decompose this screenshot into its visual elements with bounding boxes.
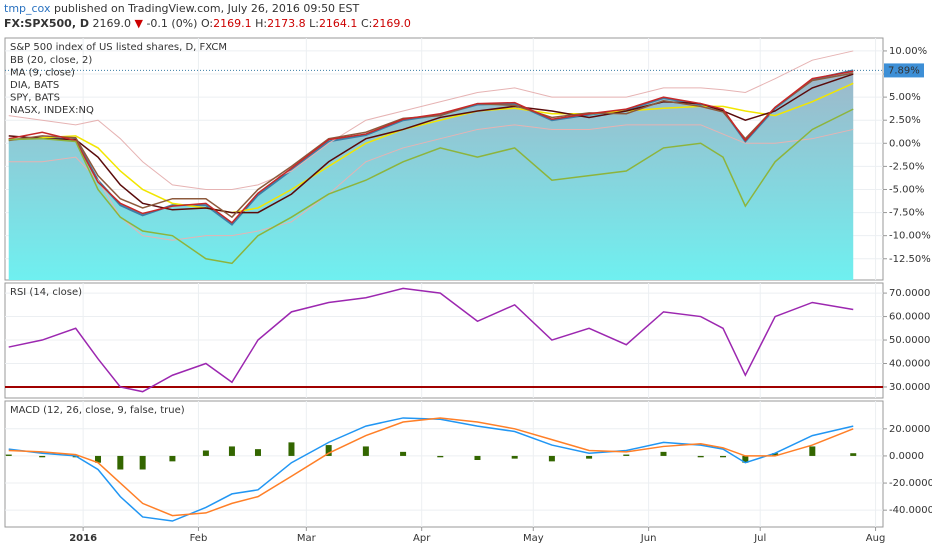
x-tick-label: Feb: [190, 533, 208, 544]
x-tick-label: Apr: [413, 533, 431, 544]
symbol: FX:SPX500, D: [4, 17, 89, 30]
y-tick-label: 70.0000: [889, 288, 930, 299]
y-tick-label: 0.0000: [889, 451, 924, 462]
low-label: L:: [309, 17, 319, 30]
header-line: tmp_cox published on TradingView.com, Ju…: [4, 2, 359, 15]
histogram-bar: [772, 453, 779, 456]
histogram-bar: [720, 455, 727, 458]
legend-entry: BB (20, close, 2): [10, 55, 92, 66]
x-tick-label: Jul: [753, 533, 766, 544]
author[interactable]: tmp_cox: [4, 2, 51, 15]
pane-title: S&P 500 index of US listed shares, D, FX…: [10, 42, 227, 53]
y-tick-label: -40.0000: [889, 505, 932, 516]
histogram-bar: [202, 450, 209, 456]
band-line: [8, 50, 854, 190]
published: published on TradingView.com, July 26, 2…: [54, 2, 360, 15]
quote-line: FX:SPX500, D 2169.0 ▼ -0.1 (0%) O:2169.1…: [4, 17, 411, 30]
histogram-bar: [548, 455, 555, 462]
open-label: O:: [201, 17, 213, 30]
series-line: [8, 108, 854, 265]
y-tick-label: 10.00%: [889, 46, 927, 57]
y-tick-label: 2.50%: [889, 115, 921, 126]
series-line: [8, 417, 854, 517]
y-tick-label: 50.0000: [889, 335, 930, 346]
y-tick-label: 30.0000: [889, 382, 930, 393]
high-label: H:: [255, 17, 267, 30]
series-line: [8, 70, 854, 224]
last: 2169.0: [92, 17, 131, 30]
x-tick-label: Jun: [640, 533, 657, 544]
histogram-bar: [586, 455, 593, 459]
histogram-bar: [117, 455, 124, 470]
area-fill: [8, 70, 854, 280]
legend-entry: DIA, BATS: [10, 80, 59, 91]
pane-title: RSI (14, close): [10, 287, 82, 298]
histogram-bar: [39, 455, 46, 458]
histogram-bar: [169, 455, 176, 462]
histogram-bar: [95, 455, 102, 463]
histogram-bar: [5, 454, 12, 456]
pane-title: MACD (12, 26, close, 9, false, true): [10, 405, 185, 416]
low: 2164.1: [319, 17, 358, 30]
histogram-bar: [697, 455, 704, 458]
histogram-bar: [139, 455, 146, 470]
histogram-bar: [228, 446, 235, 456]
x-tick-label: May: [523, 533, 544, 544]
histogram-bar: [400, 451, 407, 456]
direction: ▼: [134, 17, 143, 30]
histogram-bar: [742, 455, 749, 463]
y-tick-label: -5.00%: [889, 184, 924, 195]
last-value-box: [884, 63, 924, 78]
y-tick-label: 20.0000: [889, 424, 930, 435]
pane-frame: [4, 400, 884, 528]
legend-entry: NASX, INDEX:NQ: [10, 105, 94, 116]
x-tick-label: Mar: [297, 533, 317, 544]
series-line: [8, 417, 854, 522]
y-tick-label: 5.00%: [889, 92, 921, 103]
band-line: [8, 124, 854, 241]
close: 2169.0: [372, 17, 411, 30]
y-tick-label: -2.50%: [889, 161, 924, 172]
histogram-bar: [809, 446, 816, 456]
open: 2169.1: [213, 17, 252, 30]
x-tick-label: 2016: [69, 533, 97, 544]
legend-entry: MA (9, close): [10, 68, 75, 79]
y-tick-label: 60.0000: [889, 312, 930, 323]
histogram-bar: [474, 455, 481, 460]
histogram-bar: [362, 446, 369, 456]
histogram-bar: [437, 455, 444, 458]
y-tick-label: -12.50%: [889, 254, 931, 265]
series-line: [8, 73, 854, 214]
series-line: [8, 287, 854, 393]
high: 2173.8: [267, 17, 306, 30]
close-label: C:: [361, 17, 372, 30]
histogram-bar: [288, 442, 295, 456]
histogram-bar: [254, 449, 261, 456]
y-tick-label: -10.00%: [889, 231, 931, 242]
y-tick-label: -7.50%: [889, 208, 924, 219]
x-tick-label: Aug: [866, 533, 886, 544]
histogram-bar: [325, 445, 332, 456]
histogram-bar: [511, 455, 518, 459]
histogram-bar: [850, 453, 857, 456]
y-tick-label: 0.00%: [889, 138, 921, 149]
change: -0.1 (0%): [146, 17, 197, 30]
legend-entry: SPY, BATS: [10, 93, 60, 104]
last-value-label: 7.89%: [888, 65, 920, 76]
histogram-bar: [660, 451, 667, 456]
y-tick-label: 40.0000: [889, 359, 930, 370]
y-tick-label: -20.0000: [889, 478, 932, 489]
histogram-bar: [623, 454, 630, 456]
series-line: [8, 72, 854, 219]
